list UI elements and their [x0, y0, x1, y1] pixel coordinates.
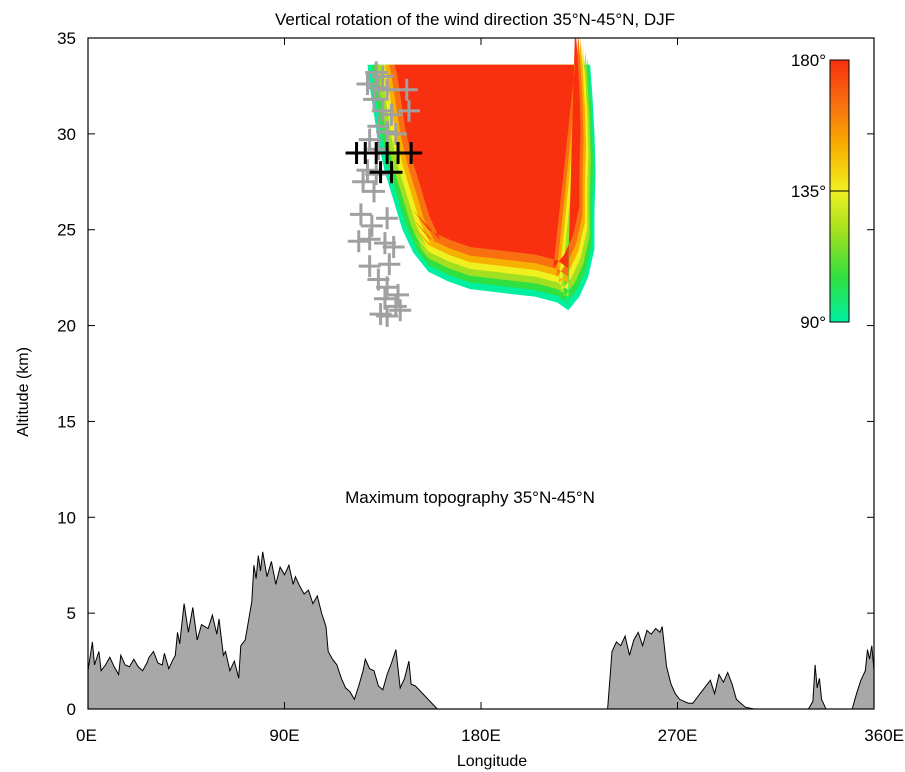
y-tick-label: 15	[57, 412, 76, 431]
gray-marker	[358, 255, 381, 278]
gray-marker	[363, 88, 386, 111]
gray-marker	[395, 78, 418, 101]
y-tick-label: 5	[67, 604, 76, 623]
gray-marker	[378, 253, 401, 276]
black-marker	[400, 142, 423, 165]
colorbar: 180° 135° 90°	[791, 51, 850, 332]
y-tick-label: 35	[57, 29, 76, 48]
gray-marker	[349, 203, 372, 226]
y-tick-label: 25	[57, 221, 76, 240]
gray-marker	[376, 304, 399, 327]
y-axis: 0 5 10 15 20 25 30 35	[57, 29, 874, 719]
gray-marker	[356, 73, 379, 96]
gray-marker	[382, 235, 405, 258]
gray-marker	[384, 122, 407, 145]
x-axis-label: Longitude	[457, 753, 527, 770]
y-tick-label: 20	[57, 317, 76, 336]
gray-marker	[397, 99, 420, 122]
topography-annotation: Maximum topography 35°N-45°N	[345, 488, 595, 507]
gray-marker	[360, 214, 383, 237]
gray-marker	[380, 103, 403, 126]
y-axis-label: Altitude (km)	[15, 347, 32, 437]
gray-marker	[363, 180, 386, 203]
x-tick-label: 360E	[864, 726, 904, 745]
gray-marker	[352, 170, 375, 193]
black-marker	[380, 161, 403, 184]
gray-marker	[376, 78, 399, 101]
x-axis: 0E 90E 180E 270E 360E	[76, 38, 904, 745]
markers-layer	[345, 61, 423, 327]
topography-area	[88, 551, 874, 709]
y-tick-label: 30	[57, 125, 76, 144]
topography-line	[88, 551, 874, 709]
chart-title: Vertical rotation of the wind direction …	[275, 10, 675, 29]
x-tick-label: 270E	[658, 726, 698, 745]
y-tick-label: 10	[57, 508, 76, 527]
rotation-region	[367, 38, 596, 311]
gray-marker	[365, 163, 388, 186]
y-tick-label: 0	[67, 700, 76, 719]
colorbar-tick-label: 90°	[800, 313, 826, 332]
gray-marker	[371, 65, 394, 88]
topography-layer	[88, 551, 874, 709]
gray-marker	[376, 207, 399, 230]
gray-marker	[347, 230, 370, 253]
colorbar-tick-label: 135°	[791, 182, 826, 201]
colorbar-ticks: 180° 135° 90°	[791, 51, 849, 332]
x-tick-label: 0E	[76, 726, 97, 745]
gray-marker	[389, 299, 412, 322]
colorbar-tick-label: 180°	[791, 51, 826, 70]
gray-marker	[387, 283, 410, 306]
x-tick-label: 90E	[269, 726, 299, 745]
rotation-band-7	[394, 38, 581, 269]
x-tick-label: 180E	[461, 726, 501, 745]
gray-marker	[358, 228, 381, 251]
